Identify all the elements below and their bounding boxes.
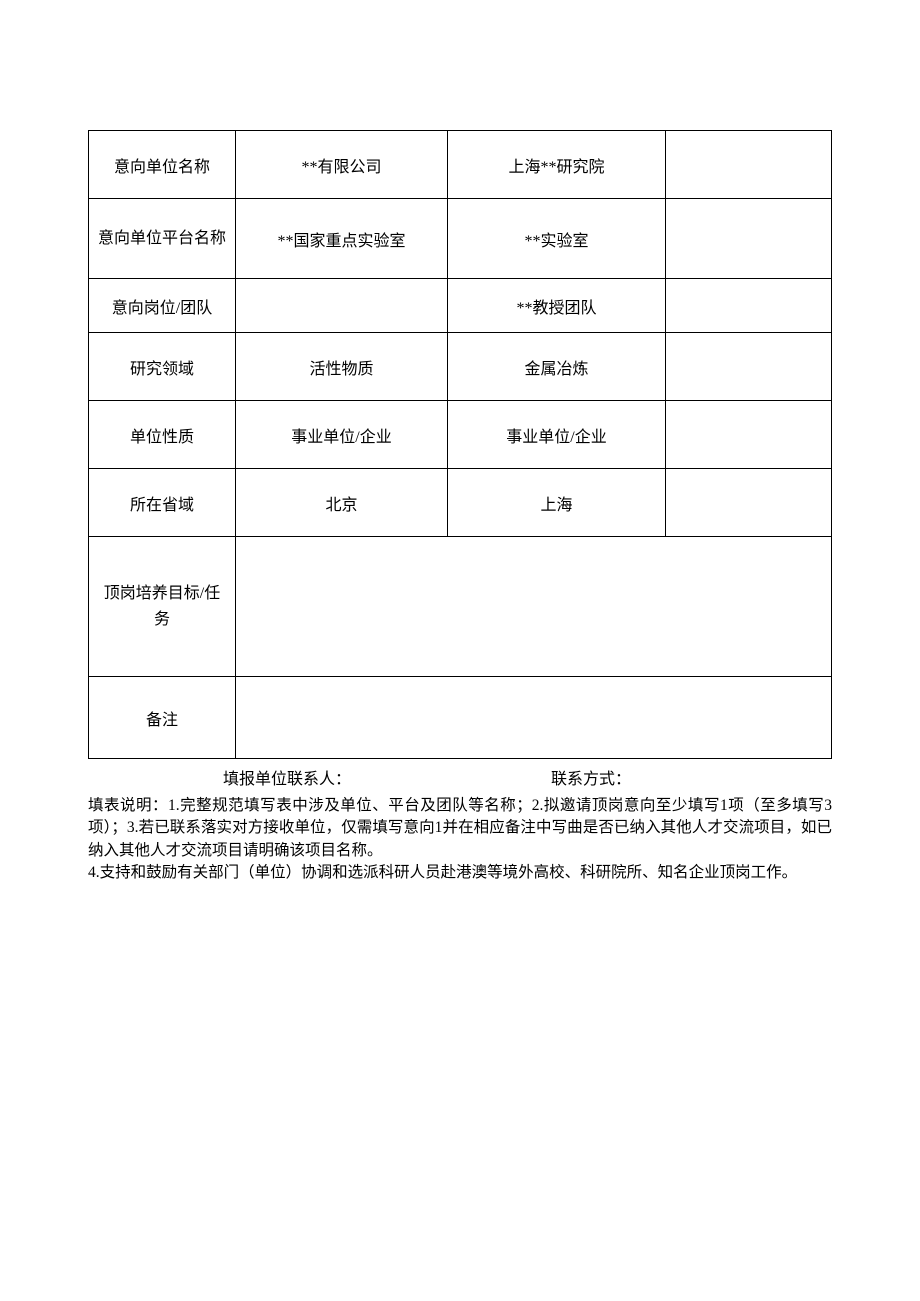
reporter-label: 填报单位联系人： (223, 765, 351, 789)
cell-position-1 (236, 279, 448, 333)
table-row: 顶岗培养目标/任务 (89, 537, 832, 677)
row-label-unit-nature: 单位性质 (89, 401, 236, 469)
cell-province-1: 北京 (236, 469, 448, 537)
cell-unit-name-2: 上海**研究院 (448, 131, 666, 199)
cell-remarks (236, 677, 832, 759)
row-label-platform-name: 意向单位平台名称 (89, 199, 236, 279)
cell-field-3 (666, 333, 832, 401)
instructions-prefix: 填表说明： (88, 797, 168, 814)
row-label-position-team: 意向岗位/团队 (89, 279, 236, 333)
table-row: 备注 (89, 677, 832, 759)
cell-platform-2: **实验室 (448, 199, 666, 279)
intention-table: 意向单位名称 **有限公司 上海**研究院 意向单位平台名称 **国家重点实验室… (88, 130, 832, 759)
cell-position-2: **教授团队 (448, 279, 666, 333)
cell-unit-name-3 (666, 131, 832, 199)
row-label-research-field: 研究领域 (89, 333, 236, 401)
row-label-unit-name: 意向单位名称 (89, 131, 236, 199)
table-row: 意向单位名称 **有限公司 上海**研究院 (89, 131, 832, 199)
instructions-line-1: 填表说明：1.完整规范填写表中涉及单位、平台及团队等名称；2.拟邀请顶岗意向至少… (88, 795, 832, 862)
table-row: 单位性质 事业单位/企业 事业单位/企业 (89, 401, 832, 469)
instructions-block: 填表说明：1.完整规范填写表中涉及单位、平台及团队等名称；2.拟邀请顶岗意向至少… (88, 795, 832, 885)
instructions-line-2: 4.支持和鼓励有关部门（单位）协调和选派科研人员赴港澳等境外高校、科研院所、知名… (88, 862, 832, 884)
cell-platform-3 (666, 199, 832, 279)
contact-method-label: 联系方式： (551, 765, 631, 789)
cell-field-1: 活性物质 (236, 333, 448, 401)
table-row: 研究领域 活性物质 金属冶炼 (89, 333, 832, 401)
contact-row: 填报单位联系人： 联系方式： (88, 759, 832, 793)
table-row: 所在省域 北京 上海 (89, 469, 832, 537)
row-label-remarks: 备注 (89, 677, 236, 759)
cell-position-3 (666, 279, 832, 333)
row-label-training-goal: 顶岗培养目标/任务 (89, 537, 236, 677)
table-row: 意向单位平台名称 **国家重点实验室 **实验室 (89, 199, 832, 279)
cell-nature-3 (666, 401, 832, 469)
cell-province-3 (666, 469, 832, 537)
cell-unit-name-1: **有限公司 (236, 131, 448, 199)
row-label-province: 所在省域 (89, 469, 236, 537)
cell-nature-1: 事业单位/企业 (236, 401, 448, 469)
cell-platform-1: **国家重点实验室 (236, 199, 448, 279)
cell-training-goal (236, 537, 832, 677)
cell-nature-2: 事业单位/企业 (448, 401, 666, 469)
cell-field-2: 金属冶炼 (448, 333, 666, 401)
cell-province-2: 上海 (448, 469, 666, 537)
instructions-text-1: 1.完整规范填写表中涉及单位、平台及团队等名称；2.拟邀请顶岗意向至少填写1项（… (88, 797, 832, 859)
table-row: 意向岗位/团队 **教授团队 (89, 279, 832, 333)
